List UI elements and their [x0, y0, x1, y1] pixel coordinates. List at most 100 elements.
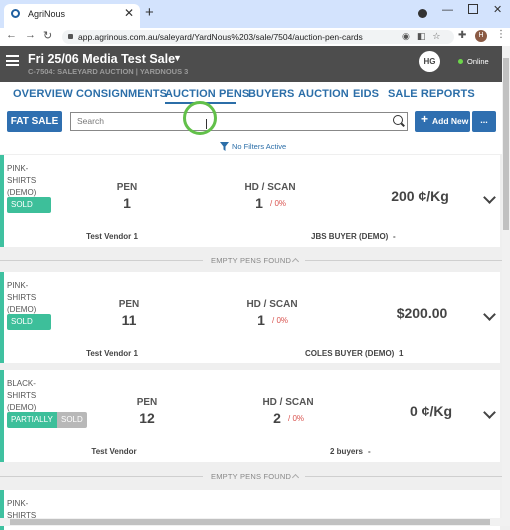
nav-item[interactable]: BUYERS — [248, 88, 295, 100]
pen-label: PEN — [136, 397, 158, 408]
scan-percent: / 0% — [272, 316, 289, 325]
tab-title: AgriNous — [28, 9, 66, 19]
v-scrollbar[interactable] — [502, 46, 510, 518]
lock — [68, 34, 73, 39]
status-badge: SOLD — [7, 197, 51, 213]
vendor: Test Vendor 1 — [86, 349, 138, 358]
buyer: 2 buyers — [330, 447, 363, 456]
vendor: Test Vendor 1 — [86, 232, 138, 241]
h-scroll-thumb[interactable] — [10, 519, 490, 525]
click-indicator — [183, 101, 217, 135]
buyer: JBS BUYER (DEMO) — [311, 232, 389, 241]
add-new-label: Add New — [432, 116, 469, 126]
scan-percent: / 0% — [270, 199, 287, 208]
avatar-browser[interactable]: H — [475, 30, 487, 42]
menu-dots[interactable]: ⋮ — [496, 29, 506, 40]
add-new-plus: + — [421, 112, 429, 126]
nav-item[interactable]: CONSIGNMENTS — [76, 88, 168, 100]
profile-dot — [418, 9, 427, 18]
user-avatar[interactable]: HG — [419, 51, 440, 72]
nav-item[interactable]: EIDS — [353, 88, 380, 100]
status-badge: SOLD — [57, 412, 87, 428]
back[interactable]: ← — [6, 29, 17, 41]
divider-label-bg — [203, 470, 305, 482]
maximize[interactable] — [468, 4, 478, 14]
forward[interactable]: → — [25, 29, 36, 41]
nav-item[interactable]: OVERVIEW — [13, 88, 73, 100]
url-field[interactable] — [62, 30, 454, 44]
product-name: PINK- — [7, 499, 29, 508]
buyer-extra: - — [393, 232, 396, 241]
product-name: (DEMO) — [7, 403, 37, 412]
new-tab[interactable]: + — [145, 4, 154, 21]
tab-close[interactable]: ✕ — [124, 6, 135, 20]
app-header — [0, 46, 502, 82]
buyer: COLES BUYER (DEMO) — [305, 349, 395, 358]
search-input[interactable] — [70, 112, 408, 131]
search-icon[interactable] — [393, 115, 403, 125]
head-count: 2 — [273, 410, 281, 426]
hd-scan-label: HD / SCAN — [262, 397, 314, 408]
pen-card[interactable]: PINK- SHIRTS (DEMO) SOLD PEN 1 HD / SCAN 1 / 0% 2… — [0, 155, 500, 247]
puzzle[interactable]: ✚ — [458, 30, 467, 41]
status-badge: PARTIALLY — [7, 412, 57, 428]
product-name: PINK- — [7, 164, 29, 173]
favicon — [11, 9, 20, 18]
pen-card[interactable]: BLACK- SHIRTS (DEMO) PARTIALLY SOLD PEN 12 HD /… — [0, 370, 500, 462]
product-name: SHIRTS — [7, 511, 37, 520]
online-status: Online — [467, 57, 489, 66]
product-name: SHIRTS — [7, 176, 37, 185]
v-scroll-thumb[interactable] — [503, 58, 509, 230]
product-name: (DEMO) — [7, 305, 37, 314]
close-window[interactable]: ✕ — [493, 4, 503, 16]
divider-label: EMPTY PENS FOUND — [211, 472, 292, 481]
expand-chevron[interactable] — [483, 406, 496, 419]
ext-icons: ◉◧☆ — [402, 31, 448, 41]
minimize[interactable]: — — [442, 4, 453, 16]
head-count: 1 — [255, 195, 263, 211]
expand-chevron[interactable] — [483, 191, 496, 204]
pen-number: 11 — [121, 312, 137, 328]
online-dot — [458, 59, 463, 64]
expand-chevron[interactable] — [483, 308, 496, 321]
pen-card[interactable]: PINK- SHIRTS (DEMO) SOLD PEN 11 HD / SCAN 1 / 0%… — [0, 272, 500, 363]
vendor: Test Vendor — [91, 447, 137, 456]
hd-scan-label: HD / SCAN — [244, 182, 296, 193]
head-count: 1 — [257, 312, 265, 328]
search-placeholder: Search — [77, 116, 104, 126]
nav-item[interactable]: SALE REPORTS — [388, 88, 475, 100]
pen-label: PEN — [116, 182, 138, 193]
product-name: PINK- — [7, 281, 29, 290]
sale-title[interactable]: Fri 25/06 Media Test Sale — [28, 52, 176, 66]
fat-sale-button[interactable]: FAT SALE — [7, 111, 62, 132]
buyer-extra: - — [368, 447, 371, 456]
buyer-extra: 1 — [399, 349, 404, 358]
filter-icon — [220, 142, 229, 151]
pen-number: 1 — [123, 195, 131, 211]
hamburger[interactable] — [6, 55, 19, 66]
url: app.agrinous.com.au/saleyard/YardNous%20… — [78, 32, 363, 42]
scan-percent: / 0% — [288, 414, 305, 423]
product-name: SHIRTS — [7, 391, 37, 400]
nav-item[interactable]: AUCTION — [298, 88, 349, 100]
price: 200 ¢/Kg — [391, 188, 449, 204]
divider-label: EMPTY PENS FOUND — [211, 256, 292, 265]
product-name: (DEMO) — [7, 188, 37, 197]
hd-scan-label: HD / SCAN — [246, 299, 298, 310]
more-button[interactable]: ... — [472, 111, 496, 132]
product-name: BLACK- — [7, 379, 36, 388]
price: $200.00 — [396, 305, 448, 321]
product-name: SHIRTS — [7, 293, 37, 302]
pen-label: PEN — [118, 299, 140, 310]
add-new-button[interactable] — [415, 111, 470, 132]
nav-bar — [0, 82, 502, 106]
nav-item[interactable]: AUCTION PENS — [165, 88, 250, 100]
price: 0 ¢/Kg — [409, 403, 453, 419]
reload[interactable]: ↻ — [43, 30, 53, 42]
tab[interactable] — [4, 4, 140, 28]
filter-status[interactable]: No Filters Active — [232, 142, 287, 151]
sale-dropdown[interactable]: ▼ — [173, 53, 182, 63]
status-badge: SOLD — [7, 314, 51, 330]
pen-number: 12 — [139, 410, 155, 426]
